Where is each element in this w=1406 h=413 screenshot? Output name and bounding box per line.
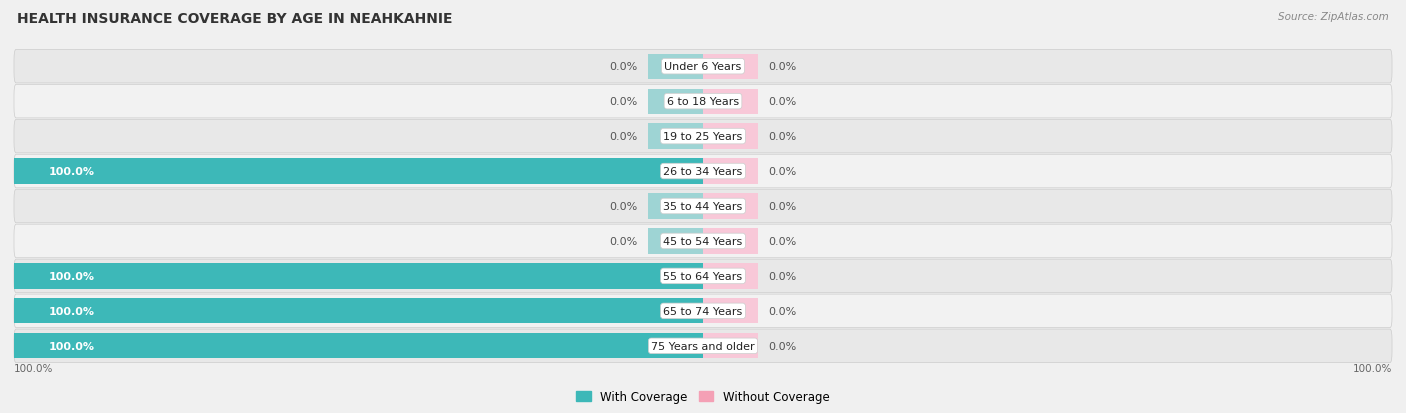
Text: 100.0%: 100.0% xyxy=(1353,363,1392,373)
Bar xyxy=(703,299,758,324)
Text: 0.0%: 0.0% xyxy=(609,97,637,107)
Text: 0.0%: 0.0% xyxy=(769,306,797,316)
Text: Under 6 Years: Under 6 Years xyxy=(665,62,741,72)
Text: 0.0%: 0.0% xyxy=(769,236,797,247)
Bar xyxy=(648,124,703,150)
Text: HEALTH INSURANCE COVERAGE BY AGE IN NEAHKAHNIE: HEALTH INSURANCE COVERAGE BY AGE IN NEAH… xyxy=(17,12,453,26)
Text: 0.0%: 0.0% xyxy=(609,236,637,247)
Text: 0.0%: 0.0% xyxy=(769,132,797,142)
Bar xyxy=(648,89,703,114)
FancyBboxPatch shape xyxy=(14,225,1392,258)
Bar xyxy=(703,194,758,219)
Bar xyxy=(14,159,703,184)
Text: 0.0%: 0.0% xyxy=(609,132,637,142)
Text: 0.0%: 0.0% xyxy=(609,202,637,211)
FancyBboxPatch shape xyxy=(14,329,1392,363)
Text: 55 to 64 Years: 55 to 64 Years xyxy=(664,271,742,281)
Bar xyxy=(703,159,758,184)
Bar xyxy=(703,89,758,114)
FancyBboxPatch shape xyxy=(14,259,1392,293)
Bar xyxy=(703,333,758,358)
Text: 26 to 34 Years: 26 to 34 Years xyxy=(664,166,742,177)
Bar xyxy=(648,194,703,219)
FancyBboxPatch shape xyxy=(14,294,1392,328)
FancyBboxPatch shape xyxy=(14,120,1392,154)
Text: 0.0%: 0.0% xyxy=(769,271,797,281)
Text: 45 to 54 Years: 45 to 54 Years xyxy=(664,236,742,247)
Text: 100.0%: 100.0% xyxy=(48,306,94,316)
Text: 0.0%: 0.0% xyxy=(769,341,797,351)
Bar xyxy=(648,55,703,80)
Text: 75 Years and older: 75 Years and older xyxy=(651,341,755,351)
Text: 100.0%: 100.0% xyxy=(48,166,94,177)
FancyBboxPatch shape xyxy=(14,85,1392,119)
Text: 19 to 25 Years: 19 to 25 Years xyxy=(664,132,742,142)
Bar xyxy=(703,55,758,80)
Bar xyxy=(14,263,703,289)
Text: Source: ZipAtlas.com: Source: ZipAtlas.com xyxy=(1278,12,1389,22)
Text: 35 to 44 Years: 35 to 44 Years xyxy=(664,202,742,211)
FancyBboxPatch shape xyxy=(14,190,1392,223)
Text: 0.0%: 0.0% xyxy=(609,62,637,72)
Text: 6 to 18 Years: 6 to 18 Years xyxy=(666,97,740,107)
Text: 100.0%: 100.0% xyxy=(48,271,94,281)
Text: 0.0%: 0.0% xyxy=(769,166,797,177)
Text: 100.0%: 100.0% xyxy=(48,341,94,351)
FancyBboxPatch shape xyxy=(14,155,1392,188)
Text: 0.0%: 0.0% xyxy=(769,62,797,72)
Text: 100.0%: 100.0% xyxy=(14,363,53,373)
Text: 0.0%: 0.0% xyxy=(769,202,797,211)
Text: 0.0%: 0.0% xyxy=(769,97,797,107)
Legend: With Coverage, Without Coverage: With Coverage, Without Coverage xyxy=(572,385,834,408)
FancyBboxPatch shape xyxy=(14,50,1392,84)
Bar xyxy=(14,299,703,324)
Bar xyxy=(703,124,758,150)
Bar xyxy=(703,229,758,254)
Bar xyxy=(703,263,758,289)
Text: 65 to 74 Years: 65 to 74 Years xyxy=(664,306,742,316)
Bar xyxy=(648,229,703,254)
Bar xyxy=(14,333,703,358)
